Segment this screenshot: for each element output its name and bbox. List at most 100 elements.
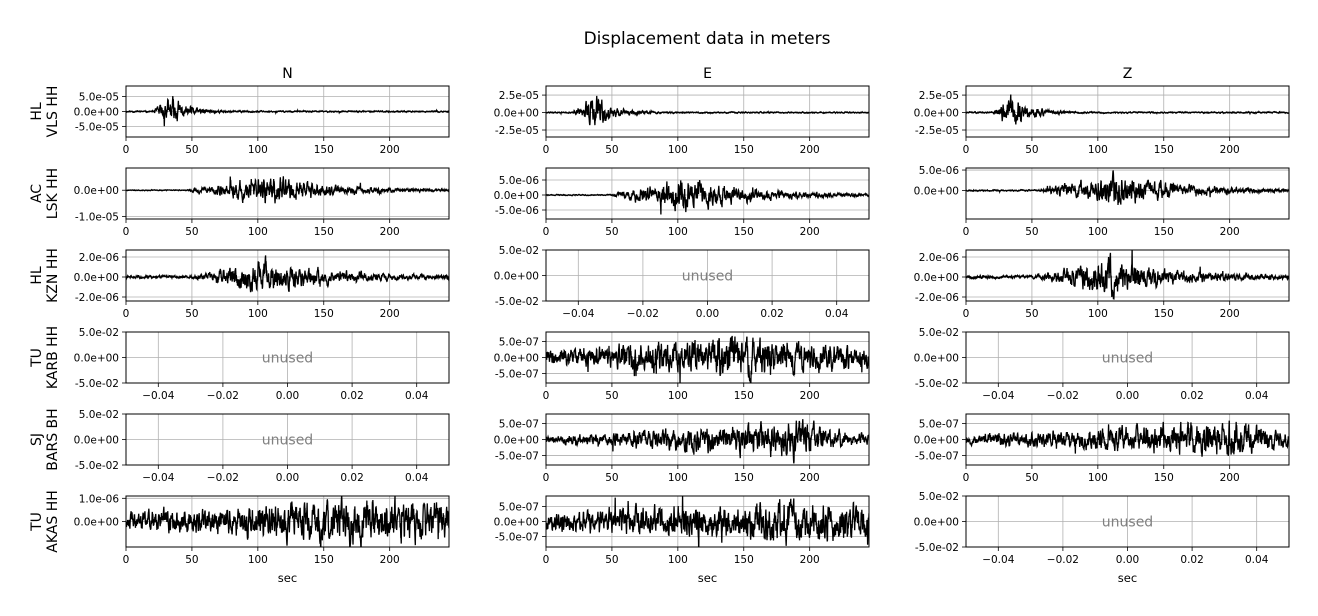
panel-r0-n: 0 50 100 150 200 5.0e-05 0.0e+00 -5.0e-05	[74, 85, 450, 156]
row-label-station: VLS HH	[45, 86, 61, 138]
y-tick-label: -5.0e-02	[495, 296, 539, 308]
row-label-network: TU	[29, 348, 45, 368]
y-tick-label: 2.0e-06	[919, 252, 960, 264]
axes-frame	[545, 85, 870, 138]
panel-r4-n: unused −0.04 −0.02 0.00 0.02 0.04 5.0e-02 0.0e+…	[74, 409, 450, 484]
x-tick-label: 50	[605, 390, 618, 402]
row-label-station: BARS BH	[45, 408, 61, 470]
y-tick-label: 5.0e-07	[499, 502, 539, 514]
x-tick-label: 100	[248, 554, 268, 566]
y-tick-label: 5.0e-02	[919, 327, 959, 339]
x-tick-label: 0.04	[825, 308, 849, 320]
x-tick-label: 0.04	[1245, 390, 1269, 402]
x-tick-label: 200	[1220, 472, 1240, 484]
x-tick-label: 0	[123, 226, 130, 238]
x-tick-label: 0	[123, 308, 130, 320]
waveform-trace	[966, 250, 1289, 300]
x-tick-label: 200	[800, 226, 820, 238]
y-tick-label: 0.0e+00	[494, 517, 539, 529]
x-tick-label: 100	[1088, 226, 1108, 238]
column-title-e: E	[703, 66, 712, 82]
panel-r3-e: 0 50 100 150 200 5.0e-07 0.0e+00 -5.0e-07	[494, 331, 870, 402]
x-tick-label: 50	[1025, 472, 1038, 484]
x-tick-label: 100	[248, 308, 268, 320]
y-tick-label: -5.0e-07	[495, 368, 539, 380]
unused-label: unused	[262, 433, 313, 449]
waveform-trace	[966, 170, 1289, 205]
x-tick-label: 50	[605, 554, 618, 566]
axes-frame	[965, 85, 1290, 138]
row-label-5: TU AKAS HH	[29, 490, 61, 552]
y-tick-label: 0.0e+00	[74, 435, 119, 447]
panel-r2-z: 0 50 100 150 200 2.0e-06 0.0e+00 -2.0e-06	[914, 249, 1290, 320]
y-tick-label: 0.0e+00	[914, 185, 959, 197]
x-tick-label: 0	[963, 308, 970, 320]
x-tick-label: 50	[185, 144, 198, 156]
unused-label: unused	[262, 351, 313, 367]
y-tick-label: 0.0e+00	[914, 353, 959, 365]
y-tick-label: 0.0e+00	[74, 272, 119, 284]
y-tick-label: -5.0e-06	[495, 205, 539, 217]
y-tick-label: -1.0e-05	[75, 211, 119, 223]
x-tick-label: 200	[800, 472, 820, 484]
panel-r4-z: 0 50 100 150 200 5.0e-07 0.0e+00 -5.0e-07	[914, 413, 1290, 484]
x-axis-label: sec	[1118, 571, 1137, 585]
x-tick-label: −0.04	[142, 390, 174, 402]
y-tick-label: 0.0e+00	[914, 108, 959, 120]
y-tick-label: -5.0e-07	[915, 450, 959, 462]
y-tick-label: 0.0e+00	[74, 517, 119, 529]
x-tick-label: 0	[123, 144, 130, 156]
y-tick-label: 0.0e+00	[74, 185, 119, 197]
panel-r4-e: 0 50 100 150 200 5.0e-07 0.0e+00 -5.0e-07	[494, 413, 870, 484]
panel-r1-n: 0 50 100 150 200 0.0e+00 -1.0e-05	[74, 167, 450, 238]
y-tick-label: 5.0e-06	[919, 165, 960, 177]
x-tick-label: 50	[1025, 144, 1038, 156]
axes-frame	[965, 249, 1290, 302]
row-label-2: HL KZN HH	[29, 248, 61, 303]
x-axis-label: sec	[698, 571, 717, 585]
row-label-3: TU KARB HH	[29, 326, 61, 389]
axes-frame	[125, 167, 450, 220]
x-tick-label: 0.00	[1116, 554, 1139, 566]
x-tick-label: 200	[380, 554, 400, 566]
x-tick-label: 0.00	[276, 472, 299, 484]
x-tick-label: 150	[314, 144, 334, 156]
x-tick-label: 100	[668, 144, 688, 156]
x-tick-label: 50	[185, 226, 198, 238]
x-tick-label: 0	[543, 226, 550, 238]
y-tick-label: 2.5e-05	[919, 90, 959, 102]
row-label-network: SJ	[29, 433, 45, 446]
y-tick-label: 0.0e+00	[914, 517, 959, 529]
panel-r3-n: unused −0.04 −0.02 0.00 0.02 0.04 5.0e-02 0.0e+…	[74, 327, 450, 402]
y-tick-label: 5.0e-07	[499, 419, 539, 431]
x-tick-label: 0	[963, 144, 970, 156]
x-tick-label: 0	[543, 554, 550, 566]
y-tick-label: -2.5e-05	[915, 125, 959, 137]
x-tick-label: 50	[185, 308, 198, 320]
x-axis-label: sec	[278, 571, 297, 585]
x-tick-label: −0.02	[627, 308, 659, 320]
x-tick-label: −0.02	[1047, 554, 1079, 566]
y-tick-label: 0.0e+00	[914, 435, 959, 447]
y-tick-label: 5.0e-07	[499, 337, 539, 349]
x-tick-label: 0.00	[696, 308, 719, 320]
x-tick-label: 150	[314, 226, 334, 238]
x-tick-label: 150	[734, 226, 754, 238]
x-tick-label: 200	[380, 308, 400, 320]
waveform-trace	[126, 496, 449, 547]
y-tick-label: 2.5e-05	[499, 90, 539, 102]
x-tick-label: 0.02	[1180, 554, 1203, 566]
x-tick-label: 150	[734, 390, 754, 402]
y-tick-label: -2.0e-06	[75, 292, 119, 304]
panel-r5-n: 0 50 100 150 200 1.0e-06 0.0e+00 sec	[74, 493, 450, 585]
x-tick-label: 0.02	[760, 308, 783, 320]
y-tick-label: 2.0e-06	[79, 252, 120, 264]
x-tick-label: 0	[963, 226, 970, 238]
y-tick-label: 0.0e+00	[494, 435, 539, 447]
x-tick-label: 150	[1154, 308, 1174, 320]
x-tick-label: −0.02	[1047, 390, 1079, 402]
x-tick-label: 0.00	[1116, 390, 1139, 402]
x-tick-label: 0	[543, 472, 550, 484]
y-tick-label: 0.0e+00	[74, 107, 119, 119]
